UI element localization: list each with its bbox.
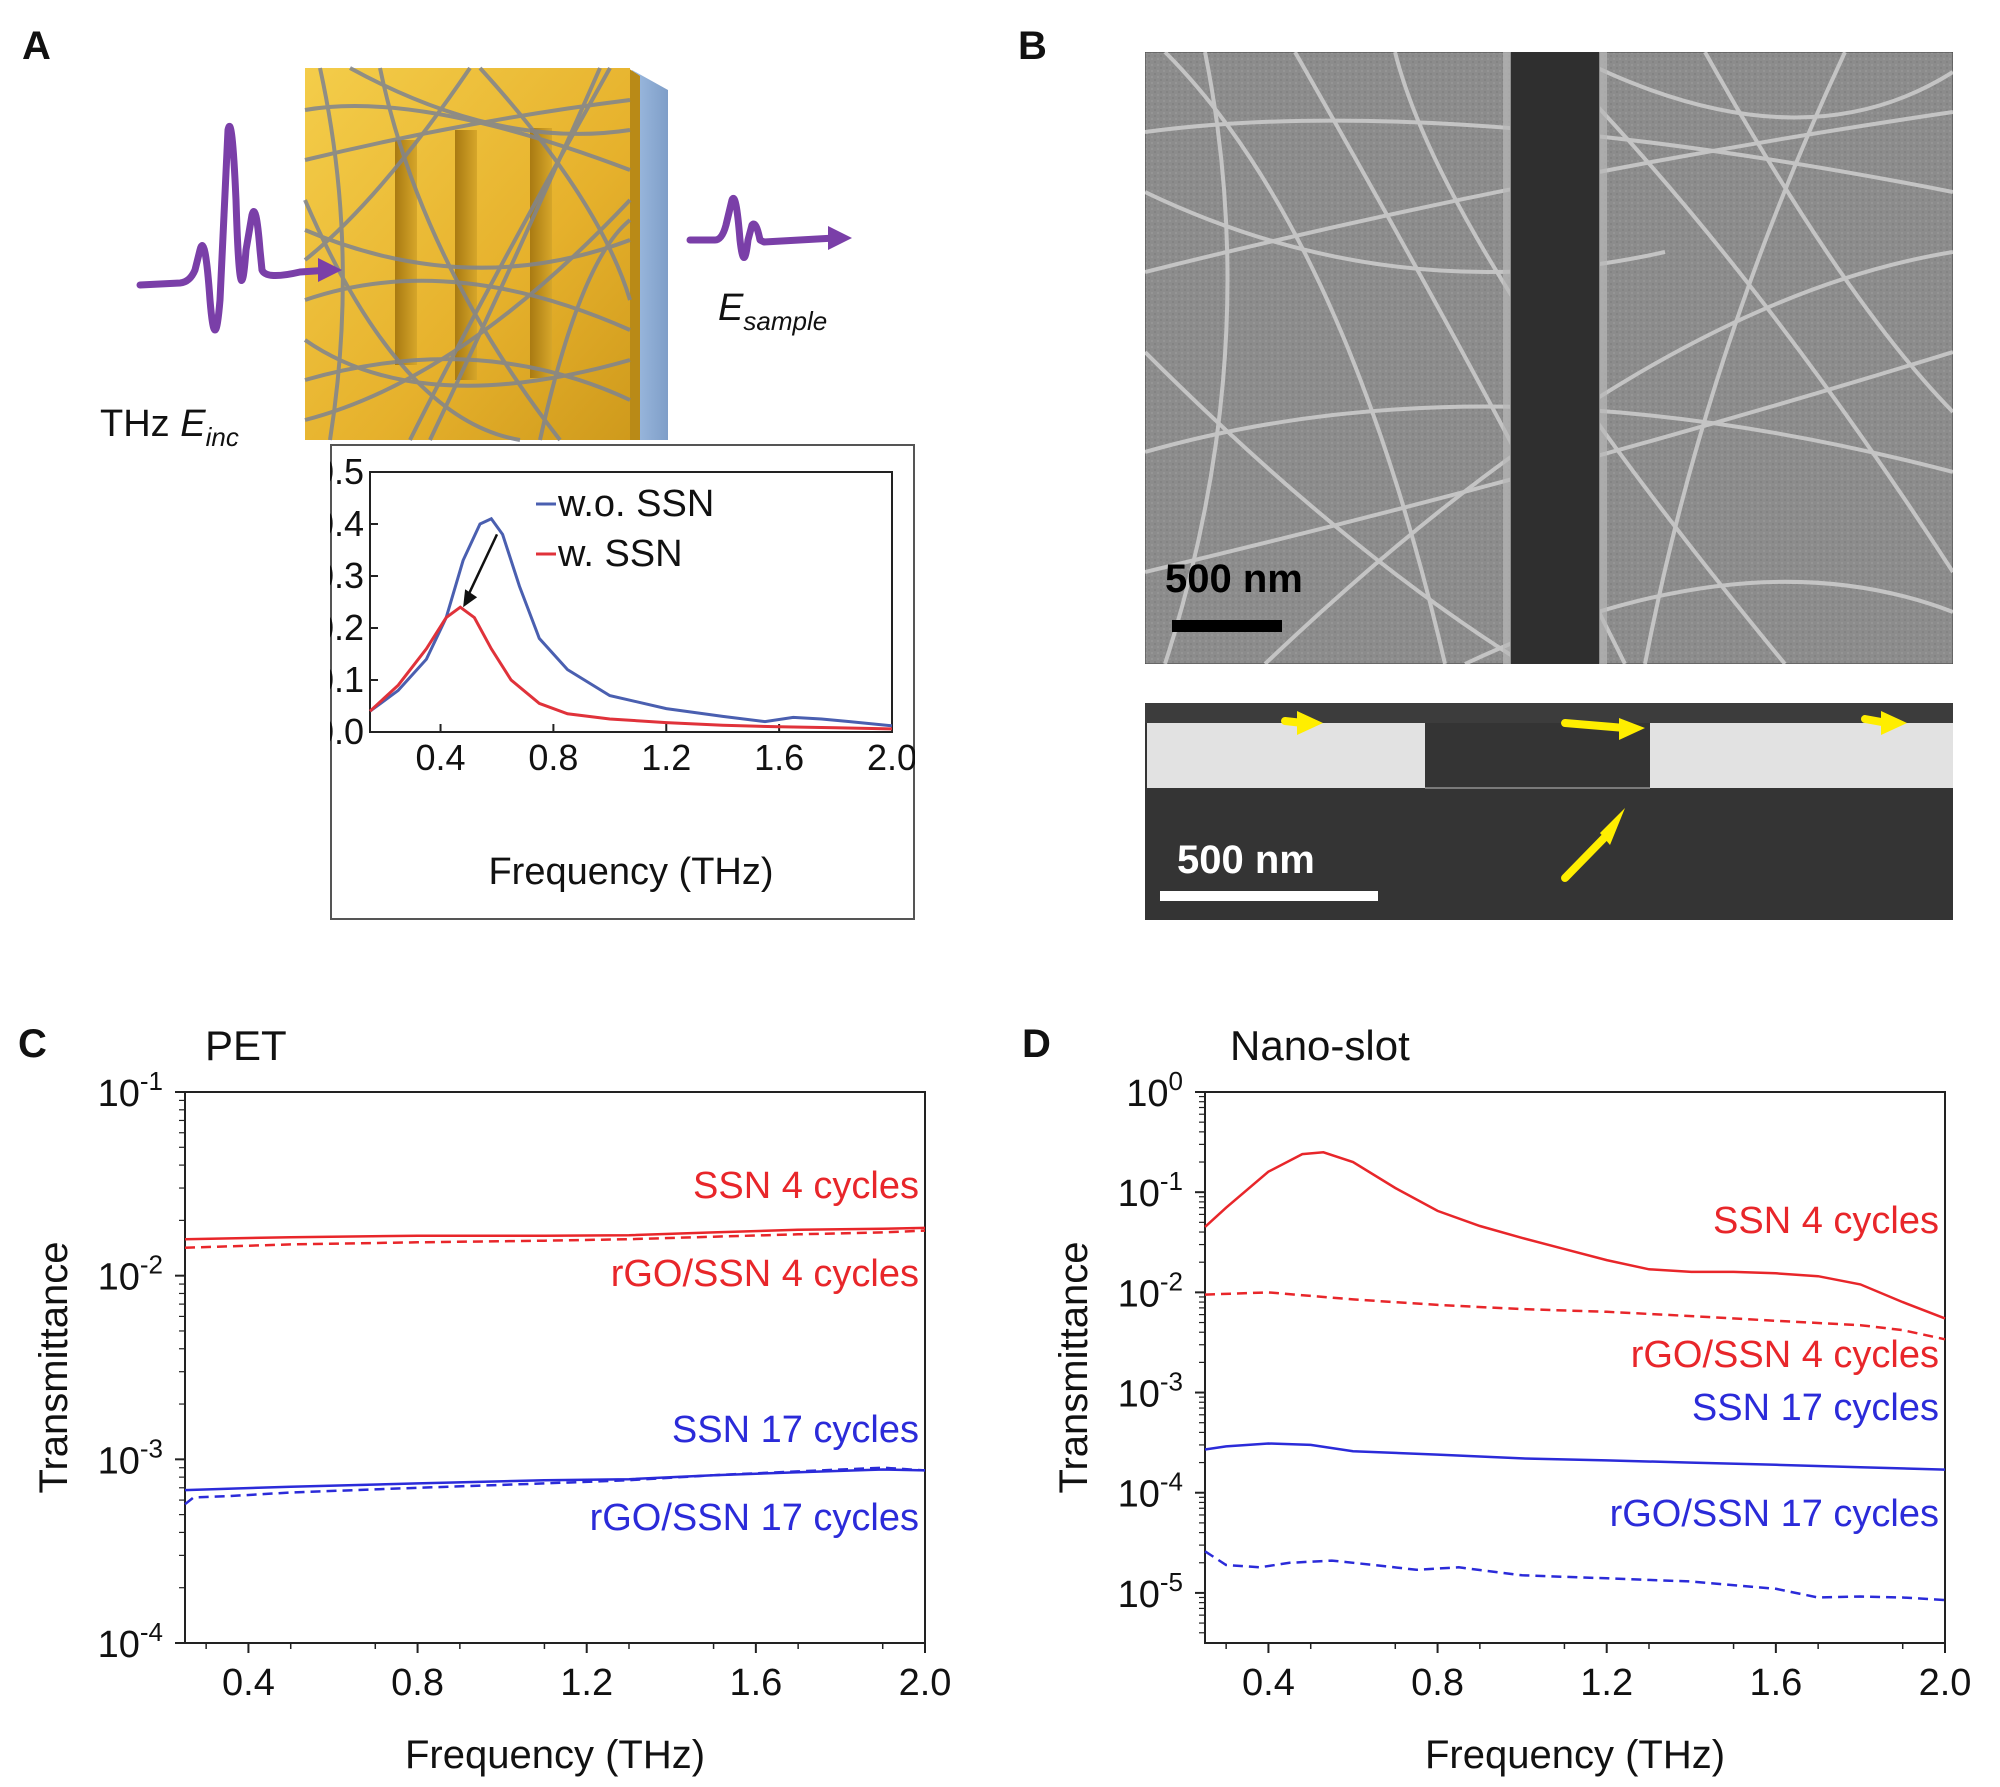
sem-film-right (1650, 723, 1953, 788)
c-series-label: rGO/SSN 17 cycles (590, 1497, 919, 1539)
c-xtick-label: 2.0 (899, 1662, 952, 1704)
gold-side (628, 68, 640, 440)
scalebar-bottom (1160, 891, 1378, 901)
d-series-label: SSN 17 cycles (1692, 1387, 1939, 1429)
d-series-line (1204, 1151, 1946, 1320)
d-ytick-label: 10-4 (1118, 1467, 1183, 1516)
panel-letter-d: D (1022, 1022, 1051, 1066)
c-ytick-label: 10-2 (98, 1250, 163, 1299)
inset-xtick-label: 1.6 (754, 737, 804, 778)
d-series-label: rGO/SSN 17 cycles (1610, 1493, 1939, 1535)
inset-series-line (368, 605, 893, 731)
d-ylabel: Transmittance (1052, 1242, 1096, 1494)
inset-ytick-label: 0.4 (330, 503, 364, 544)
inset-axes-frame (369, 471, 893, 733)
inset-frame (330, 444, 915, 920)
label-sample: Esample (718, 287, 827, 336)
c-series-label: SSN 4 cycles (693, 1165, 919, 1207)
c-xtick-label: 0.8 (391, 1662, 444, 1704)
scalebar-bottom-label: 500 nm (1177, 838, 1315, 882)
d-ytick-label: 10-1 (1118, 1166, 1183, 1215)
inset-ytick-label: 0.0 (330, 711, 364, 752)
inset-chart: 0.4 0.8 1.2 1.6 2.0 0.0 0.1 0.2 0.3 0.4 0.5 Frequen… (330, 444, 915, 920)
d-xtick-label: 1.2 (1580, 1662, 1633, 1704)
inset-ytick-label: 0.5 (330, 451, 364, 492)
c-xtick-label: 1.2 (560, 1662, 613, 1704)
c-ylabel: Transmittance (32, 1242, 76, 1494)
d-series-label: rGO/SSN 4 cycles (1631, 1334, 1939, 1376)
d-ytick-label: 100 (1126, 1066, 1183, 1115)
chart-c: 0.4 0.8 1.2 1.6 2.0 10-1 10-2 10-3 10-4 Frequency… (32, 1022, 952, 1777)
panel-letter-b: B (1018, 24, 1047, 68)
inset-ytick-label: 0.1 (330, 659, 364, 700)
inset-legend-label: w. SSN (557, 533, 683, 575)
panel-letter-a: A (22, 24, 51, 68)
inset-xtick-label: 0.4 (416, 737, 466, 778)
scalebar-top-label: 500 nm (1165, 557, 1303, 601)
d-series-line (1204, 1291, 1946, 1341)
d-series-label: SSN 4 cycles (1713, 1200, 1939, 1242)
c-axes-frame (184, 1091, 926, 1644)
chart-d: 0.4 0.8 1.2 1.6 2.0 100 10-1 10-2 10-3 10-4 10-5 Fr… (1052, 1022, 1972, 1777)
c-series-line (184, 1229, 926, 1249)
sem-film-left (1147, 723, 1425, 788)
inset-xtick-label: 2.0 (867, 737, 915, 778)
scalebar-top (1172, 620, 1282, 632)
d-xtick-label: 0.4 (1242, 1662, 1295, 1704)
nano-slot-gap (1510, 52, 1600, 664)
d-title: Nano-slot (1230, 1022, 1410, 1069)
c-ytick-label: 10-3 (98, 1433, 163, 1482)
c-series-line (184, 1226, 926, 1241)
yellow-arrow-3 (1881, 711, 1907, 735)
panel-a-schematic: THz Einc Esample (100, 66, 852, 452)
incident-arrowhead (318, 258, 342, 282)
d-xtick-label: 0.8 (1411, 1662, 1464, 1704)
d-series-line (1204, 1550, 1946, 1602)
d-ytick-label: 10-3 (1118, 1367, 1183, 1416)
inset-shift-arrowhead (463, 589, 478, 608)
sample-pulse (686, 194, 839, 261)
nanowire-mesh (303, 66, 632, 442)
label-incident: THz Einc (100, 403, 239, 452)
inset-xlabel: Frequency (THz) (488, 851, 773, 893)
inset-shift-arrow (467, 533, 499, 595)
inset-xtick-label: 1.2 (641, 737, 691, 778)
incident-pulse (136, 122, 334, 334)
c-series-line (184, 1466, 926, 1506)
inset-ytick-label: 0.2 (330, 607, 364, 648)
d-ytick-label: 10-2 (1118, 1266, 1183, 1315)
d-xtick-label: 2.0 (1919, 1662, 1972, 1704)
c-series-line (184, 1468, 926, 1492)
c-xlabel: Frequency (THz) (405, 1733, 705, 1777)
sem-bottom-image: 500 nm (1145, 703, 1953, 920)
c-series-label: SSN 17 cycles (672, 1409, 919, 1451)
inset-xtick-label: 0.8 (528, 737, 578, 778)
c-xtick-label: 0.4 (222, 1662, 275, 1704)
c-title: PET (205, 1022, 287, 1069)
slot-3 (530, 128, 552, 378)
sem-top-image: 500 nm (1145, 52, 1953, 664)
d-axes-frame (1204, 1091, 1946, 1644)
yellow-arrow-1 (1297, 711, 1323, 735)
inset-legend-label: w.o. SSN (557, 483, 714, 525)
c-xtick-label: 1.6 (729, 1662, 782, 1704)
c-series-label: rGO/SSN 4 cycles (611, 1253, 919, 1295)
yellow-arrow-2 (1619, 718, 1645, 740)
substrate-side (632, 70, 668, 440)
d-ytick-label: 10-5 (1118, 1567, 1183, 1616)
slot-1 (395, 140, 417, 365)
inset-ytick-label: 0.3 (330, 555, 364, 596)
c-ytick-label: 10-4 (98, 1617, 163, 1666)
d-xtick-label: 1.6 (1749, 1662, 1802, 1704)
sample-arrowhead (828, 226, 852, 250)
d-xlabel: Frequency (THz) (1425, 1733, 1725, 1777)
c-ytick-label: 10-1 (98, 1066, 163, 1115)
panel-letter-c: C (18, 1022, 47, 1066)
d-series-line (1204, 1442, 1946, 1471)
